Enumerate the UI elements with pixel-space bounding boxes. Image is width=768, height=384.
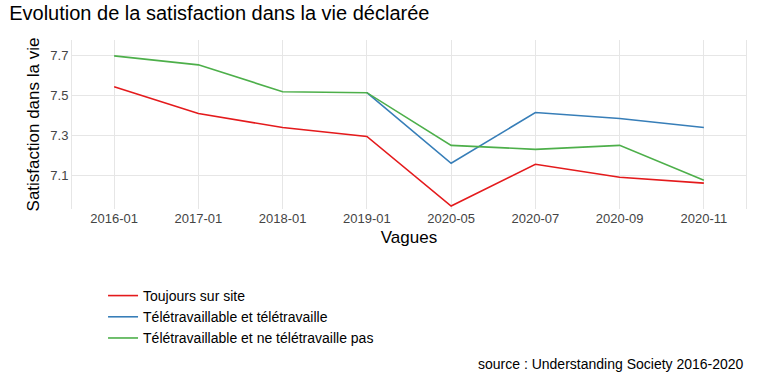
svg-text:2020-07: 2020-07 xyxy=(512,211,560,226)
svg-text:Télétravaillable et ne télétra: Télétravaillable et ne télétravaille pas xyxy=(143,330,373,346)
svg-text:2018-01: 2018-01 xyxy=(259,211,307,226)
svg-text:source : Understanding Society: source : Understanding Society 2016-2020 xyxy=(478,356,744,372)
svg-text:2020-05: 2020-05 xyxy=(427,211,475,226)
svg-text:Evolution de la satisfaction d: Evolution de la satisfaction dans la vie… xyxy=(9,2,429,24)
svg-text:7.5: 7.5 xyxy=(50,88,68,103)
svg-text:7.3: 7.3 xyxy=(50,128,68,143)
svg-text:2017-01: 2017-01 xyxy=(175,211,223,226)
svg-text:Satisfaction dans la vie: Satisfaction dans la vie xyxy=(24,38,43,212)
svg-text:2020-09: 2020-09 xyxy=(596,211,644,226)
svg-text:2019-01: 2019-01 xyxy=(343,211,391,226)
svg-text:7.1: 7.1 xyxy=(50,168,68,183)
svg-text:Vagues: Vagues xyxy=(381,228,437,247)
svg-text:Toujours sur site: Toujours sur site xyxy=(143,288,245,304)
svg-text:Télétravaillable et télétravai: Télétravaillable et télétravaille xyxy=(143,309,328,325)
svg-text:7.7: 7.7 xyxy=(50,48,68,63)
svg-text:2016-01: 2016-01 xyxy=(90,211,138,226)
svg-text:2020-11: 2020-11 xyxy=(681,211,728,226)
